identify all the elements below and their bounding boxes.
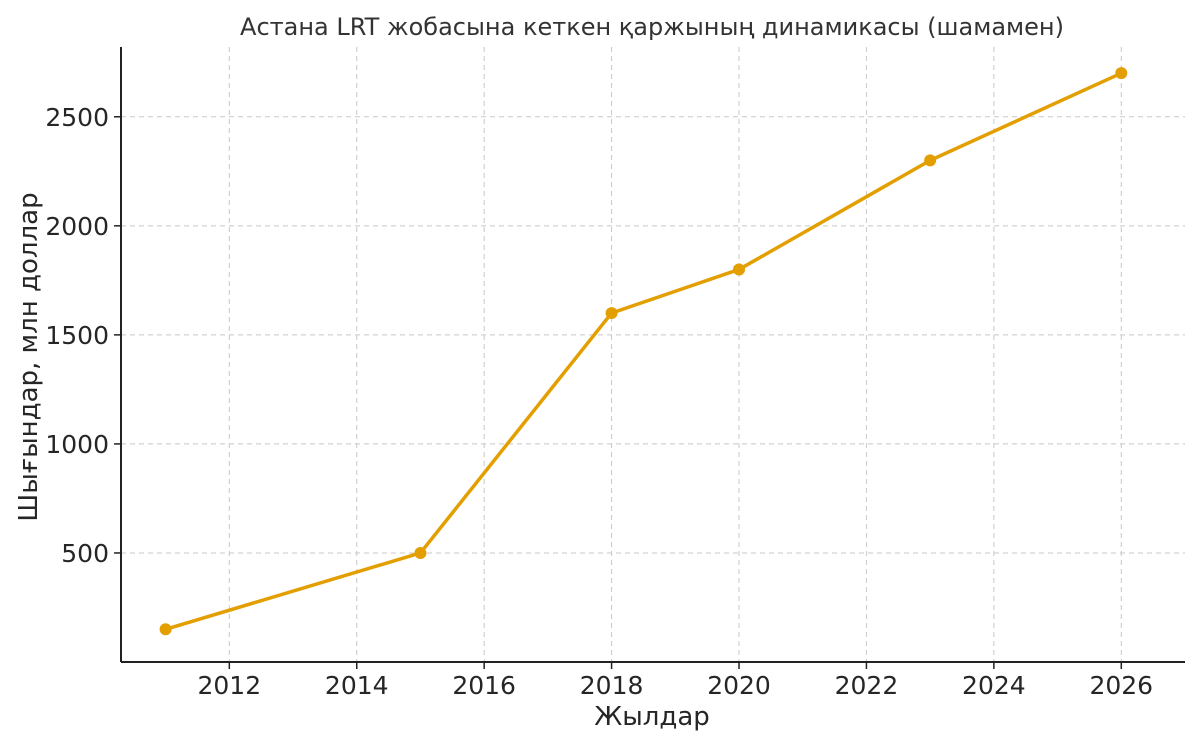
y-tick-label: 1000: [45, 430, 109, 459]
series-line: [163, 71, 1124, 632]
grid: [121, 47, 1185, 662]
data-point: [414, 546, 427, 559]
y-tick-label: 2000: [45, 212, 109, 241]
y-axis-title: Шығындар, млн доллар: [14, 192, 44, 521]
x-tick-label: 2020: [707, 671, 771, 700]
data-point: [159, 623, 172, 636]
x-tick-label: 2018: [580, 671, 644, 700]
x-tick-label: 2016: [452, 671, 516, 700]
x-tick-label: 2014: [325, 671, 389, 700]
x-tick-label: 2022: [835, 671, 899, 700]
x-axis-title: Жылдар: [594, 702, 710, 732]
x-tick-label: 2026: [1089, 671, 1153, 700]
series: [159, 67, 1128, 636]
y-tick-label: 2500: [45, 103, 109, 132]
data-point: [733, 263, 746, 276]
y-tick-label: 1500: [45, 321, 109, 350]
axes: 2012 2014 2016 2018 2020 2022 2024 2026 500 1000 1…: [45, 47, 1185, 700]
data-point: [924, 154, 937, 167]
x-tick-label: 2024: [962, 671, 1026, 700]
data-point: [605, 307, 618, 320]
chart-title: Астана LRT жобасына кеткен қаржының дина…: [240, 13, 1064, 41]
x-tick-label: 2012: [197, 671, 261, 700]
data-point: [1115, 67, 1128, 80]
y-tick-label: 500: [61, 539, 109, 568]
